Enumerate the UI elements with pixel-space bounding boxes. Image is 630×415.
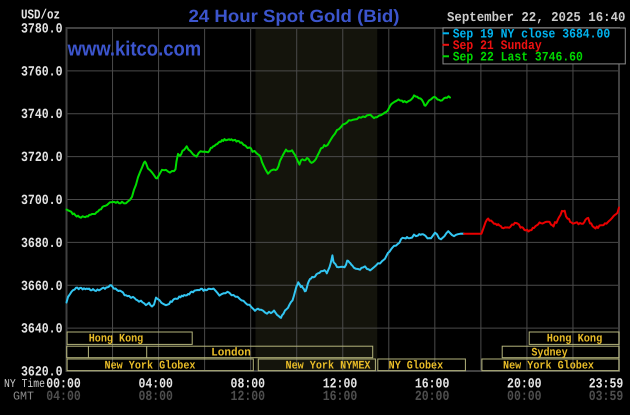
svg-text:Hong Kong: Hong Kong	[89, 333, 144, 346]
svg-text:03:59: 03:59	[589, 389, 624, 405]
svg-text:3640.0: 3640.0	[21, 322, 63, 338]
svg-text:Sep 21 Sunday: Sep 21 Sunday	[453, 38, 542, 53]
svg-text:Sep 22 Last 3746.60: Sep 22 Last 3746.60	[453, 50, 583, 65]
svg-text:Sydney: Sydney	[531, 347, 567, 360]
svg-text:3740.0: 3740.0	[21, 107, 63, 123]
svg-text:3780.0: 3780.0	[21, 22, 63, 38]
svg-text:New York Globex: New York Globex	[503, 360, 594, 373]
svg-text:23:59: 23:59	[589, 377, 624, 393]
svg-text:3680.0: 3680.0	[21, 236, 63, 252]
svg-text:3760.0: 3760.0	[21, 64, 63, 80]
svg-text:20:00: 20:00	[507, 377, 542, 393]
svg-text:04:00: 04:00	[46, 389, 81, 405]
svg-text:3660.0: 3660.0	[21, 279, 63, 295]
svg-text:USD/oz: USD/oz	[21, 9, 60, 24]
svg-text:Sep 19 NY close 3684.00: Sep 19 NY close 3684.00	[453, 27, 611, 42]
svg-text:3620.0: 3620.0	[21, 365, 63, 381]
svg-text:3700.0: 3700.0	[21, 193, 63, 209]
svg-text:New York Globex: New York Globex	[105, 360, 196, 373]
svg-text:00:00: 00:00	[507, 389, 542, 405]
svg-text:24 Hour Spot Gold (Bid): 24 Hour Spot Gold (Bid)	[189, 6, 400, 26]
svg-text:16:00: 16:00	[415, 377, 450, 393]
svg-text:London: London	[211, 347, 251, 360]
svg-text:08:00: 08:00	[231, 377, 266, 393]
svg-text:00:00: 00:00	[46, 377, 81, 393]
svg-text:GMT: GMT	[13, 390, 34, 404]
svg-text:08:00: 08:00	[138, 389, 173, 405]
svg-text:12:00: 12:00	[231, 389, 266, 405]
svg-text:Hong Kong: Hong Kong	[547, 333, 603, 346]
svg-text:NY Time: NY Time	[4, 377, 45, 391]
svg-text:www.kitco.com: www.kitco.com	[67, 38, 201, 61]
svg-text:NY Globex: NY Globex	[389, 360, 444, 373]
svg-text:04:00: 04:00	[138, 377, 173, 393]
svg-text:12:00: 12:00	[323, 377, 358, 393]
svg-text:20:00: 20:00	[415, 389, 450, 405]
svg-text:16:00: 16:00	[323, 389, 358, 405]
svg-text:New York NYMEX: New York NYMEX	[286, 360, 371, 373]
svg-text:3720.0: 3720.0	[21, 150, 63, 166]
svg-text:September 22, 2025 16:40: September 22, 2025 16:40	[447, 11, 626, 26]
